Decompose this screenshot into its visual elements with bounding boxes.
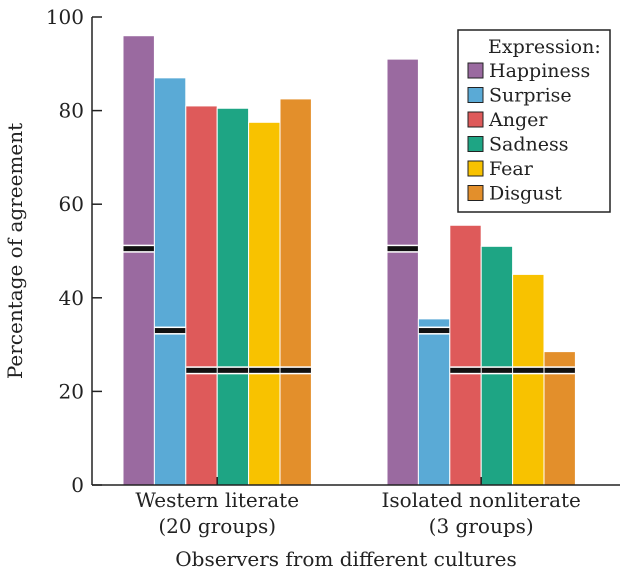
chance-marker-line: [418, 328, 450, 334]
chance-marker-line: [280, 367, 311, 373]
chance-marker-line: [544, 367, 575, 373]
bar-happiness: [386, 58, 419, 486]
bars-layer: [122, 35, 576, 486]
x-category-label-line2: (3 groups): [429, 514, 534, 538]
y-ticks: 0 20 40 60 80 100: [46, 5, 102, 497]
legend-swatch-fear: [467, 160, 484, 177]
legend-label-disgust: Disgust: [489, 183, 562, 205]
x-category-labels: Western literate(20 groups) Isolated nonl…: [135, 477, 581, 538]
chance-marker-line: [387, 246, 418, 252]
y-axis-label: Percentage of agreement: [3, 123, 27, 379]
y-tick-label: 60: [59, 192, 84, 216]
x-category-label-line1: Western literate: [135, 488, 299, 512]
legend-swatch-disgust: [467, 185, 484, 201]
bar-surprise: [417, 318, 451, 486]
bar-anger: [449, 224, 482, 486]
y-tick-label: 20: [59, 379, 84, 403]
chance-marker-line: [154, 328, 186, 334]
y-tick-label: 0: [71, 473, 84, 497]
x-category-label-line2: (20 groups): [158, 514, 276, 538]
legend-label-anger: Anger: [488, 109, 548, 131]
chance-marker-line: [123, 246, 154, 252]
x-category-label-line1: Isolated nonliterate: [382, 488, 581, 512]
bar-happiness: [122, 35, 155, 486]
bar-fear: [248, 121, 281, 486]
bar-sadness: [216, 107, 250, 486]
legend-swatch-anger: [467, 111, 484, 128]
bar-disgust: [279, 98, 312, 486]
bar-sadness: [480, 245, 514, 486]
bar-fear: [512, 273, 545, 486]
chance-markers-layer: [123, 244, 575, 375]
legend-title: Expression:: [488, 36, 601, 58]
chance-marker-line: [186, 367, 217, 373]
legend-label-fear: Fear: [489, 158, 534, 180]
y-tick-label: 40: [59, 286, 84, 310]
x-axis-label: Observers from different cultures: [175, 547, 516, 571]
y-tick-label: 80: [59, 99, 84, 123]
legend-label-sadness: Sadness: [489, 134, 569, 156]
chance-marker-line: [450, 367, 481, 373]
chance-marker-line: [217, 367, 249, 373]
bar-surprise: [153, 77, 187, 486]
legend-swatch-surprise: [467, 87, 484, 103]
legend-label-happiness: Happiness: [489, 60, 590, 82]
chance-marker-line: [513, 367, 544, 373]
bar-anger: [185, 105, 218, 486]
chance-marker-line: [481, 367, 513, 373]
legend-swatch-sadness: [467, 136, 484, 152]
legend-swatch-happiness: [467, 62, 484, 79]
axes-layer: [91, 17, 620, 486]
y-tick-label: 100: [46, 5, 84, 29]
legend-label-surprise: Surprise: [489, 85, 572, 107]
chance-marker-line: [249, 367, 280, 373]
